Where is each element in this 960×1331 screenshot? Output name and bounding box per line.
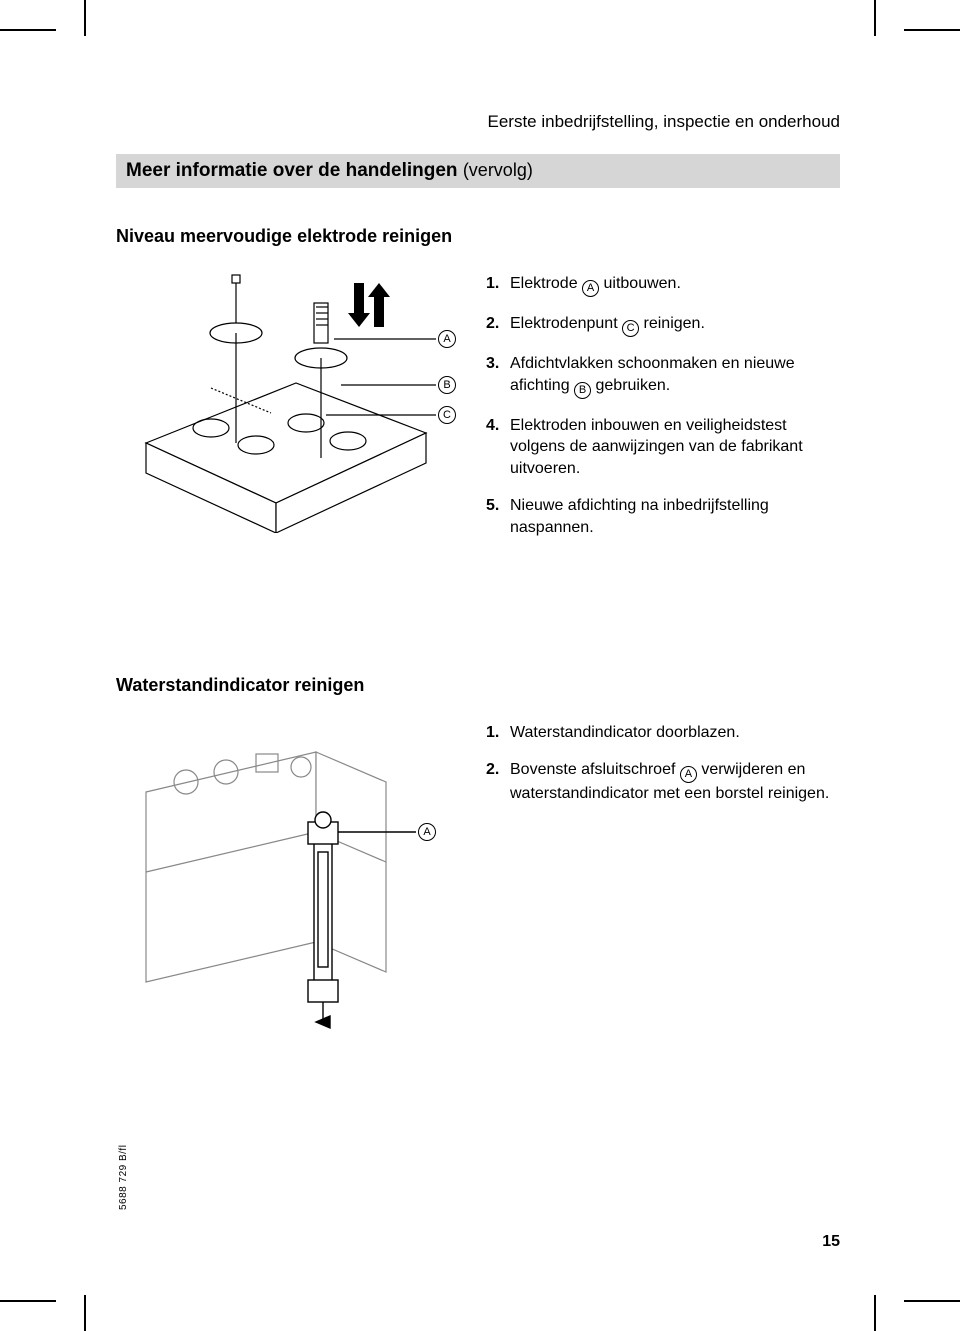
step: 4. Elektroden inbouwen en veiligheidstes… — [486, 415, 840, 480]
page: Eerste inbedrijfstelling, inspectie en o… — [0, 0, 960, 1331]
step: 2. Elektrodenpunt C reinigen. — [486, 313, 840, 337]
step: 1. Waterstandindicator doorblazen. — [486, 722, 840, 744]
step-number: 5. — [486, 495, 504, 538]
section-1-row: A B C 1. Elektrode A uitbouwen. 2. — [116, 273, 840, 555]
callout-b: B — [438, 376, 456, 394]
banner-suffix: (vervolg) — [463, 160, 533, 180]
section-2-row: A 1. Waterstandindicator doorblazen. 2. … — [116, 722, 840, 1032]
callout-c: C — [438, 406, 456, 424]
banner-title: Meer informatie over de handelingen — [126, 160, 458, 181]
crop-mark — [84, 0, 86, 36]
figure-1: A B C — [116, 273, 466, 533]
step-number: 2. — [486, 313, 504, 337]
crop-mark — [0, 29, 56, 31]
section-banner: Meer informatie over de handelingen (ver… — [116, 154, 840, 188]
step-text: Elektroden inbouwen en veiligheidstest v… — [510, 415, 840, 480]
step: 3. Afdichtvlakken schoonmaken en nieuwe … — [486, 353, 840, 399]
step: 1. Elektrode A uitbouwen. — [486, 273, 840, 297]
section-title: Niveau meervoudige elektrode reinigen — [116, 226, 840, 247]
content-area: Eerste inbedrijfstelling, inspectie en o… — [116, 112, 840, 1072]
step-text: Elektrodenpunt C reinigen. — [510, 313, 840, 337]
spacer — [116, 595, 840, 675]
step-number: 1. — [486, 722, 504, 744]
step-number: 1. — [486, 273, 504, 297]
step-text: Afdichtvlakken schoonmaken en nieuwe afi… — [510, 353, 840, 399]
step-text: Elektrode A uitbouwen. — [510, 273, 840, 297]
callout-a: A — [438, 330, 456, 348]
step-number: 3. — [486, 353, 504, 399]
crop-mark — [874, 0, 876, 36]
section-title: Waterstandindicator reinigen — [116, 675, 840, 696]
page-number: 15 — [822, 1233, 840, 1251]
chapter-header: Eerste inbedrijfstelling, inspectie en o… — [116, 112, 840, 132]
step: 5. Nieuwe afdichting na inbedrijfstellin… — [486, 495, 840, 538]
figure-2: A — [116, 722, 466, 1032]
step-number: 2. — [486, 759, 504, 805]
step: 2. Bovenste afsluitschroef A verwijderen… — [486, 759, 840, 805]
crop-mark — [0, 1300, 56, 1302]
step-text: Bovenste afsluitschroef A verwijderen en… — [510, 759, 840, 805]
electrode-diagram-icon — [116, 273, 466, 533]
steps-1: 1. Elektrode A uitbouwen. 2. Elektrodenp… — [486, 273, 840, 555]
waterlevel-diagram-icon — [116, 722, 466, 1032]
steps-2: 1. Waterstandindicator doorblazen. 2. Bo… — [486, 722, 840, 821]
callout-a: A — [418, 823, 436, 841]
step-number: 4. — [486, 415, 504, 480]
step-text: Waterstandindicator doorblazen. — [510, 722, 840, 744]
step-text: Nieuwe afdichting na inbedrijfstelling n… — [510, 495, 840, 538]
document-id: 5688 729 B/fl — [118, 1145, 129, 1210]
crop-mark — [904, 1300, 960, 1302]
crop-mark — [874, 1295, 876, 1331]
crop-mark — [904, 29, 960, 31]
crop-mark — [84, 1295, 86, 1331]
